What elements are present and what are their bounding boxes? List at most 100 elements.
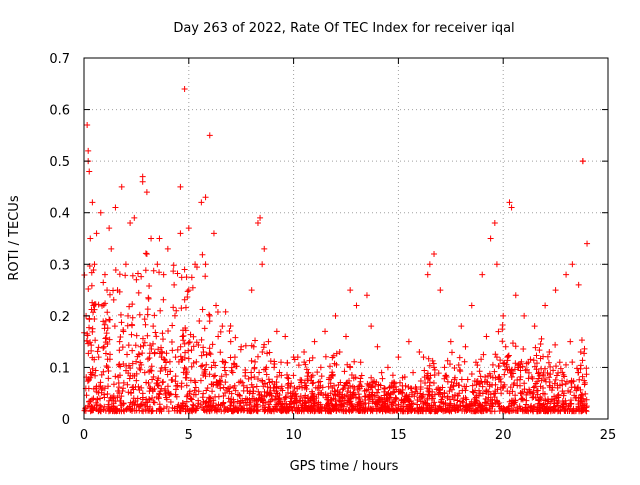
data-point-dense — [505, 353, 512, 360]
data-point-dense — [538, 407, 545, 414]
data-point-dense — [192, 391, 199, 398]
data-point-dense — [115, 374, 122, 381]
data-point-dense — [187, 377, 194, 384]
data-point — [384, 364, 391, 371]
data-point-dense — [142, 250, 149, 257]
data-point-dense — [471, 377, 478, 384]
data-point-dense — [90, 267, 97, 274]
data-point-dense — [86, 398, 93, 405]
data-point-dense — [399, 408, 406, 415]
data-point-dense — [437, 386, 444, 393]
data-point-dense — [206, 371, 213, 378]
data-point-dense — [89, 354, 96, 361]
data-point-dense — [144, 332, 151, 339]
data-point-dense — [169, 376, 176, 383]
data-point-dense — [248, 357, 255, 364]
data-point-dense — [187, 395, 194, 402]
data-point-dense — [429, 357, 436, 364]
data-point-dense — [548, 387, 555, 394]
data-point — [579, 158, 586, 165]
data-point-dense — [202, 400, 209, 407]
data-point-dense — [582, 390, 589, 397]
data-point-dense — [559, 388, 566, 395]
data-point-dense — [105, 401, 112, 408]
data-point-dense — [85, 286, 92, 293]
data-point-dense — [535, 397, 542, 404]
data-point-dense — [321, 405, 328, 412]
data-point-dense — [583, 403, 590, 410]
data-point-dense — [564, 408, 571, 415]
data-point-dense — [420, 400, 427, 407]
data-point-dense — [301, 394, 308, 401]
data-point-dense — [424, 385, 431, 392]
data-point-dense — [105, 383, 112, 390]
data-point-dense — [144, 311, 151, 318]
data-point-dense — [228, 364, 235, 371]
data-point — [185, 287, 192, 294]
data-point-dense — [133, 377, 140, 384]
data-point-dense — [134, 270, 141, 277]
data-point-dense — [537, 383, 544, 390]
data-point-dense — [349, 391, 356, 398]
data-point-dense — [354, 386, 361, 393]
data-point-dense — [562, 380, 569, 387]
data-point-dense — [365, 400, 372, 407]
data-point-dense — [290, 372, 297, 379]
data-point-dense — [575, 369, 582, 376]
data-point-dense — [175, 401, 182, 408]
data-point-dense — [108, 406, 115, 413]
data-point-dense — [472, 408, 479, 415]
data-point-dense — [290, 388, 297, 395]
data-point — [472, 359, 479, 366]
data-point-dense — [577, 362, 584, 369]
data-point-dense — [255, 388, 262, 395]
data-point-dense — [479, 390, 486, 397]
data-point-dense — [490, 390, 497, 397]
data-point-dense — [487, 402, 494, 409]
data-point-dense — [101, 394, 108, 401]
data-point-dense — [86, 403, 93, 410]
data-point-dense — [227, 354, 234, 361]
data-point-dense — [117, 311, 124, 318]
data-point — [118, 183, 125, 190]
data-point-dense — [436, 387, 443, 394]
data-point-dense — [264, 408, 271, 415]
data-point — [143, 250, 150, 257]
data-point-dense — [117, 333, 124, 340]
data-point-dense — [209, 341, 216, 348]
data-point — [116, 338, 123, 345]
data-point-dense — [162, 385, 169, 392]
data-point-dense — [370, 396, 377, 403]
data-point-dense — [401, 373, 408, 380]
data-point-dense — [251, 373, 258, 380]
data-point-dense — [104, 309, 111, 316]
data-point-dense — [174, 382, 181, 389]
data-point-dense — [540, 401, 547, 408]
data-point-dense — [347, 395, 354, 402]
data-point-dense — [491, 368, 498, 375]
data-point-dense — [248, 342, 255, 349]
data-point-dense — [129, 347, 136, 354]
data-point — [106, 225, 113, 232]
data-point-dense — [550, 367, 557, 374]
data-point-dense — [88, 342, 95, 349]
data-point-dense — [244, 396, 251, 403]
y-tick-label: 0.7 — [49, 52, 70, 67]
data-point-dense — [356, 407, 363, 414]
data-point-dense — [186, 339, 193, 346]
data-point-dense — [148, 345, 155, 352]
data-point-dense — [505, 352, 512, 359]
data-point-dense — [151, 385, 158, 392]
data-point-dense — [221, 404, 228, 411]
data-point-dense — [160, 356, 167, 363]
data-point-dense — [92, 372, 99, 379]
data-point-dense — [199, 251, 206, 258]
data-point-dense — [487, 373, 494, 380]
data-point-dense — [501, 381, 508, 388]
data-point-dense — [533, 352, 540, 359]
data-point — [221, 364, 228, 371]
data-point-dense — [266, 379, 273, 386]
data-point-dense — [249, 390, 256, 397]
data-point — [257, 214, 264, 221]
